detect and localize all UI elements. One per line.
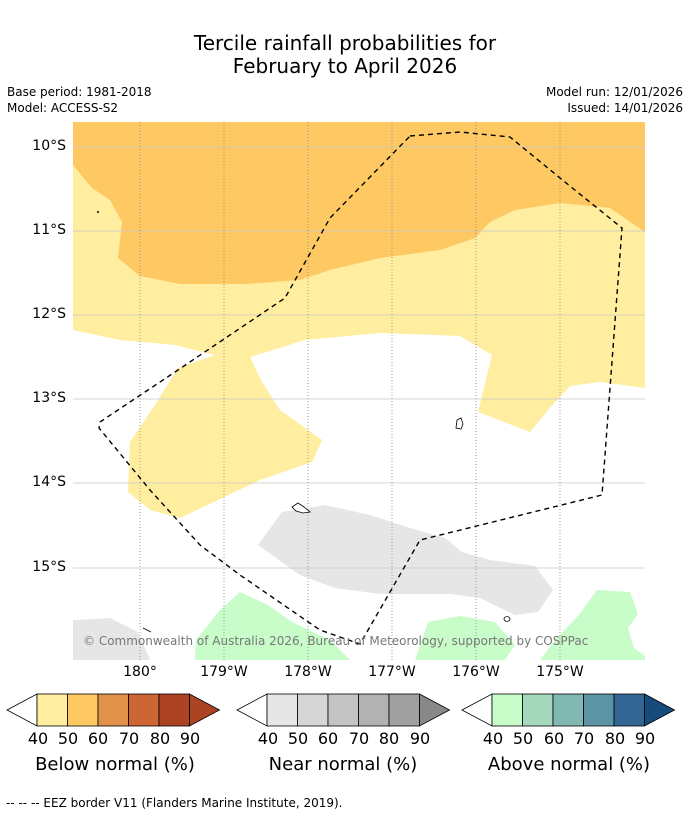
legend-below-tick: 50	[57, 729, 79, 748]
legend-near-title: Near normal (%)	[268, 754, 418, 775]
legend-above-swatch	[583, 693, 615, 727]
legend-above-tick: 80	[604, 729, 626, 748]
legend-above-swatch	[491, 693, 523, 727]
legend-below-tick: 70	[118, 729, 140, 748]
footer-eez-note: -- -- -- EEZ border V11 (Flanders Marine…	[6, 796, 343, 810]
near-normal-40-region	[258, 505, 553, 615]
lat-label-14s: 14°S	[32, 474, 66, 490]
legend-below-swatch	[67, 693, 99, 727]
legend-below-swatch	[158, 693, 190, 727]
legend-below-tick: 90	[179, 729, 201, 748]
forecast-map: © Commonwealth of Australia 2026, Bureau…	[73, 122, 645, 660]
legend-below-title: Below normal (%)	[35, 754, 195, 775]
legend-above-extend-high	[644, 693, 676, 727]
legend-near-extend-high	[419, 693, 451, 727]
near-normal-40-region-sw	[73, 618, 150, 660]
legend-above-tick: 50	[512, 729, 534, 748]
island-north	[455, 417, 464, 430]
legend-near-swatch	[388, 693, 420, 727]
legend-above-tick: 40	[482, 729, 504, 748]
legend-near-tick: 50	[287, 729, 309, 748]
island-group-west	[291, 502, 311, 514]
model-name: Model: ACCESS-S2	[7, 101, 119, 115]
legend-above-extend-low	[461, 693, 493, 727]
legend-near-tick: 80	[378, 729, 400, 748]
legend-near-tick: 70	[348, 729, 370, 748]
island-sw-line	[142, 627, 152, 633]
copyright-text: © Commonwealth of Australia 2026, Bureau…	[83, 634, 588, 648]
lat-label-12s: 12°S	[32, 306, 66, 322]
eez-border	[98, 131, 623, 645]
latitude-gridlines	[73, 146, 645, 569]
legend-below-swatch	[97, 693, 129, 727]
model-run: Model run: 12/01/2026	[545, 85, 683, 99]
lat-label-15s: 15°S	[32, 559, 66, 575]
island-small-east	[503, 616, 511, 622]
legend-above-tick: 90	[634, 729, 656, 748]
lon-label-179w: 179°W	[200, 664, 248, 680]
legend-above-tick: 60	[543, 729, 565, 748]
legend-near-swatch	[358, 693, 390, 727]
legend-near-tick: 40	[257, 729, 279, 748]
lon-label-176w: 176°W	[452, 664, 500, 680]
lat-label-10s: 10°S	[32, 138, 66, 154]
legend-above-swatch	[613, 693, 645, 727]
legend-above-title: Above normal (%)	[487, 754, 651, 775]
legend-colorbars	[6, 693, 676, 727]
legend-below-tick: 60	[87, 729, 109, 748]
legend-near-tick: 60	[317, 729, 339, 748]
lon-label-180: 180°	[123, 664, 157, 680]
legend-below-extend-low	[6, 693, 38, 727]
legend-near-tick: 90	[409, 729, 431, 748]
island-dot	[97, 211, 99, 213]
above-normal-40-region-west	[195, 592, 350, 660]
above-normal-40-region-central	[415, 616, 515, 660]
legend-below-extend-high	[189, 693, 221, 727]
legend-below-swatch	[128, 693, 160, 727]
legend-below-colorbar	[6, 693, 221, 727]
lat-label-13s: 13°S	[32, 390, 66, 406]
base-period: Base period: 1981-2018	[7, 85, 152, 99]
issued-date: Issued: 14/01/2026	[567, 101, 683, 115]
lat-label-11s: 11°S	[32, 222, 66, 238]
legend-above-swatch	[522, 693, 554, 727]
legend-below-tick: 80	[149, 729, 171, 748]
legend-above-swatch	[552, 693, 584, 727]
legend-near-swatch	[327, 693, 359, 727]
legend-near-swatch	[266, 693, 298, 727]
below-normal-50-region	[73, 122, 645, 284]
chart-title-line1: Tercile rainfall probabilities for	[193, 31, 497, 55]
legend-near-extend-low	[236, 693, 268, 727]
lon-label-178w: 178°W	[284, 664, 332, 680]
legend-below-swatch	[36, 693, 68, 727]
legend-above-tick: 70	[573, 729, 595, 748]
legend-near-colorbar	[236, 693, 451, 727]
above-normal-40-region-east	[540, 590, 645, 660]
legend-above-colorbar	[461, 693, 676, 727]
chart-title-line2: February to April 2026	[232, 54, 458, 78]
lon-label-177w: 177°W	[368, 664, 416, 680]
legend-near-swatch	[297, 693, 329, 727]
lon-label-175w: 175°W	[536, 664, 584, 680]
legend-below-tick: 40	[27, 729, 49, 748]
